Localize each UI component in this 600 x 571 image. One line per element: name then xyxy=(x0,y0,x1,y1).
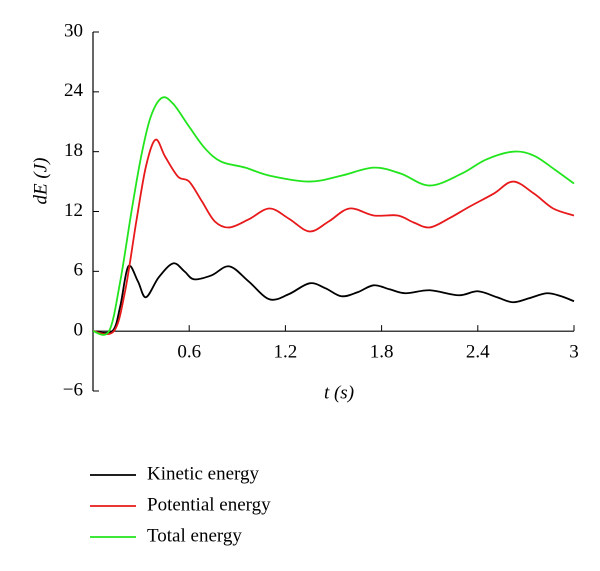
x-tick-label: 1.2 xyxy=(274,342,298,363)
y-tick-label: 18 xyxy=(64,140,83,161)
x-axis-label: t (s) xyxy=(324,382,354,403)
y-axis-label: dE (J) xyxy=(30,158,51,205)
y-tick-label: −6 xyxy=(63,379,83,400)
y-tick-label: 24 xyxy=(64,80,84,101)
x-tick-label: 1.8 xyxy=(370,342,394,363)
legend-label: Kinetic energy xyxy=(147,463,260,484)
line-series xyxy=(92,262,575,334)
line-series xyxy=(92,96,575,336)
y-tick-label: 6 xyxy=(74,260,84,281)
y-tick-label: 0 xyxy=(74,320,84,341)
legend-label: Potential energy xyxy=(147,494,271,515)
legend-label: Total energy xyxy=(147,525,242,546)
y-tick-label: 30 xyxy=(64,20,83,41)
x-tick-label: 2.4 xyxy=(466,342,490,363)
x-tick-label: 0.6 xyxy=(177,342,201,363)
x-tick-label: 3 xyxy=(569,342,579,363)
line-series xyxy=(92,138,575,335)
y-tick-label: 12 xyxy=(64,200,83,221)
